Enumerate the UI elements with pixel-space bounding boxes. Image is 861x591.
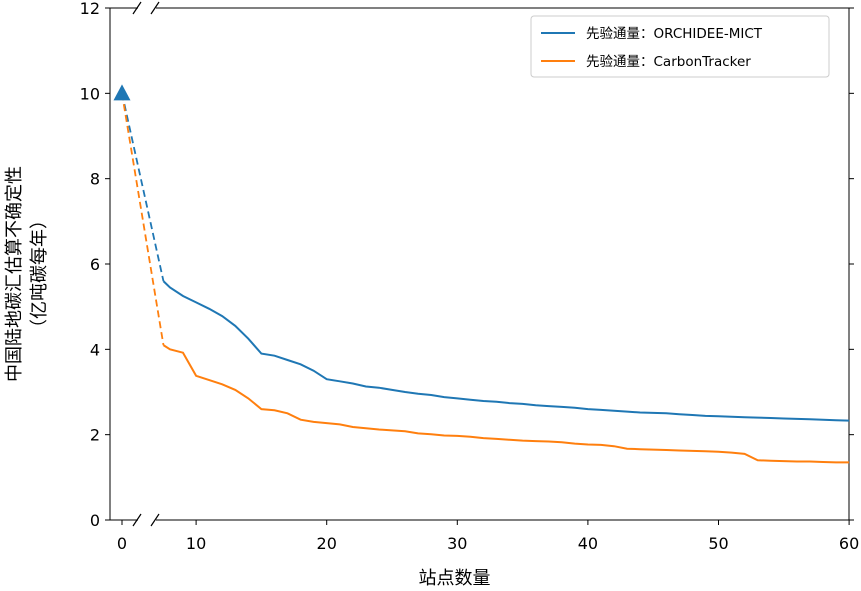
- x-tick-label: 50: [708, 534, 728, 553]
- legend-label-1: 先验通量：CarbonTracker: [586, 54, 751, 70]
- series-0-dashed-connector: [121, 93, 165, 282]
- y-axis-label-line-1: （亿吨碳每年）: [29, 211, 50, 337]
- legend-box: [530, 15, 830, 78]
- x-axis-label: 站点数量: [419, 568, 491, 589]
- x-tick-label: 0: [117, 534, 127, 553]
- start-marker-triangle: [113, 84, 131, 101]
- y-tick-label: 10: [80, 84, 100, 103]
- axis-break-mark: [150, 513, 160, 527]
- axis-break-mark: [132, 1, 142, 15]
- series-group: [113, 84, 850, 464]
- y-tick-label: 4: [90, 340, 100, 359]
- axis-break-mark: [150, 1, 160, 15]
- y-axis-label-line-0: 中国陆地碳汇估算不确定性: [4, 166, 25, 382]
- series-0-line: [162, 280, 850, 422]
- y-axis-label: 中国陆地碳汇估算不确定性 （亿吨碳每年）: [4, 166, 50, 382]
- y-tick-label: 8: [90, 170, 100, 189]
- axes: [105, 1, 854, 527]
- x-tick-label: 10: [186, 534, 206, 553]
- legend-label-0: 先验通量：ORCHIDEE-MICT: [586, 26, 763, 42]
- y-tick-label: 12: [80, 0, 100, 18]
- x-tick-label: 40: [578, 534, 598, 553]
- x-tick-label: 60: [839, 534, 859, 553]
- series-1-line: [162, 344, 850, 464]
- x-tick-label: 20: [317, 534, 337, 553]
- y-tick-label: 2: [90, 426, 100, 445]
- series-1-dashed-connector: [121, 93, 165, 346]
- legend: 先验通量：ORCHIDEE-MICT 先验通量：CarbonTracker: [530, 15, 830, 78]
- y-tick-label: 0: [90, 511, 100, 530]
- tick-labels: 0 2 4 6 8 10 12 0 10 20 30 40 50 60: [80, 0, 860, 553]
- axis-break-mark: [132, 513, 142, 527]
- y-tick-label: 6: [90, 255, 100, 274]
- x-tick-label: 30: [447, 534, 467, 553]
